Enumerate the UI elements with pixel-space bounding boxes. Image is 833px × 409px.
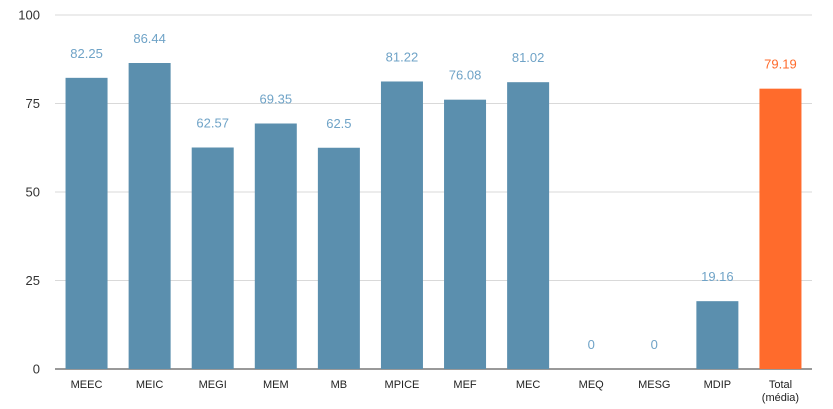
x-tick-label-mesg: MESG bbox=[638, 379, 670, 391]
data-label-megi: 62.57 bbox=[196, 116, 229, 131]
data-label-meec: 82.25 bbox=[70, 46, 103, 61]
data-label-mem: 69.35 bbox=[260, 92, 293, 107]
bar-mpice bbox=[380, 81, 423, 369]
x-tick-label-mb: MB bbox=[331, 379, 348, 391]
gridlines bbox=[55, 14, 812, 370]
y-axis-ticks: 0 25 50 75 100 bbox=[18, 8, 40, 377]
data-label-total-m-dia: 79.19 bbox=[764, 57, 797, 72]
x-tick-label-mpice: MPICE bbox=[385, 379, 420, 391]
bar-megi bbox=[191, 147, 234, 369]
bar-mb bbox=[317, 147, 360, 369]
x-tick-label-mem: MEM bbox=[263, 379, 289, 391]
bar-mef bbox=[444, 99, 487, 369]
bar-meic bbox=[128, 63, 171, 369]
data-label-mdip: 19.16 bbox=[701, 269, 734, 284]
x-axis-ticks: MEEC MEIC MEGI MEM MB MPICE MEF MEC MEQ MESG MDIP T… bbox=[71, 379, 799, 404]
y-tick-label-25: 25 bbox=[26, 273, 40, 288]
y-tick-label-0: 0 bbox=[33, 362, 40, 377]
data-label-meic: 86.44 bbox=[133, 31, 166, 46]
x-tick-label-megi: MEGI bbox=[199, 379, 227, 391]
x-tick-label-meec: MEEC bbox=[71, 379, 103, 391]
y-tick-label-100: 100 bbox=[18, 8, 40, 23]
data-label-mb: 62.5 bbox=[326, 116, 351, 131]
bar-mec bbox=[507, 82, 550, 369]
data-label-meq: 0 bbox=[588, 337, 595, 352]
bars bbox=[65, 63, 802, 370]
data-label-mec: 81.02 bbox=[512, 50, 545, 65]
data-label-mef: 76.08 bbox=[449, 68, 482, 83]
bar-meec bbox=[65, 77, 108, 370]
bar-mem bbox=[254, 123, 297, 369]
bar-total-m-dia bbox=[759, 88, 802, 370]
y-tick-label-50: 50 bbox=[26, 185, 40, 200]
x-tick-label-mec: MEC bbox=[516, 379, 541, 391]
bar-mdip bbox=[696, 301, 739, 369]
x-tick-label-mef: MEF bbox=[453, 379, 477, 391]
x-tick-label-meic: MEIC bbox=[136, 379, 164, 391]
data-labels: 82.25 86.44 62.57 69.35 62.5 81.22 76.08 81.02 0… bbox=[70, 31, 796, 352]
x-tick-label-total-m-dia: Total (média) bbox=[762, 379, 799, 404]
data-label-mesg: 0 bbox=[651, 337, 658, 352]
x-tick-label-mdip: MDIP bbox=[704, 379, 732, 391]
data-label-mpice: 81.22 bbox=[386, 49, 419, 64]
y-tick-label-75: 75 bbox=[26, 96, 40, 111]
x-tick-label-meq: MEQ bbox=[579, 379, 605, 391]
